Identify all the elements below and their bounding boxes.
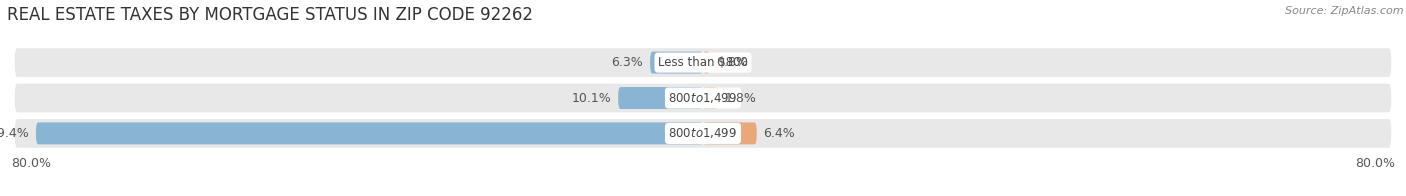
Text: $800 to $1,499: $800 to $1,499 [668, 126, 738, 140]
Text: 6.3%: 6.3% [612, 56, 644, 69]
FancyBboxPatch shape [619, 87, 703, 109]
Text: 1.8%: 1.8% [725, 92, 756, 104]
Text: REAL ESTATE TAXES BY MORTGAGE STATUS IN ZIP CODE 92262: REAL ESTATE TAXES BY MORTGAGE STATUS IN … [7, 6, 533, 24]
FancyBboxPatch shape [703, 52, 710, 74]
FancyBboxPatch shape [703, 87, 718, 109]
FancyBboxPatch shape [650, 52, 703, 74]
Text: 6.4%: 6.4% [763, 127, 796, 140]
Text: $800 to $1,499: $800 to $1,499 [668, 91, 738, 105]
FancyBboxPatch shape [703, 122, 756, 144]
Text: 10.1%: 10.1% [572, 92, 612, 104]
Text: Less than $800: Less than $800 [658, 56, 748, 69]
FancyBboxPatch shape [14, 48, 1392, 78]
Text: 0.8%: 0.8% [717, 56, 748, 69]
Text: Source: ZipAtlas.com: Source: ZipAtlas.com [1285, 6, 1403, 16]
Text: 79.4%: 79.4% [0, 127, 30, 140]
FancyBboxPatch shape [14, 118, 1392, 148]
FancyBboxPatch shape [37, 122, 703, 144]
FancyBboxPatch shape [14, 83, 1392, 113]
